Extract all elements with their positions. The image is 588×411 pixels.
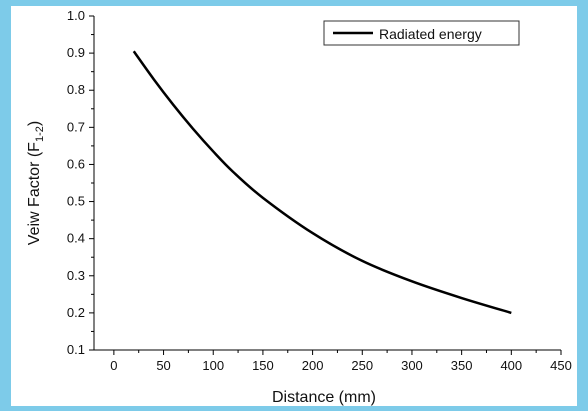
x-tick-label: 50 xyxy=(156,358,170,373)
y-axis-label-subscript: 1-2 xyxy=(34,126,46,142)
y-axis-label-main: Veiw Factor (F xyxy=(26,142,43,245)
x-tick-label: 300 xyxy=(401,358,423,373)
x-tick-label: 200 xyxy=(302,358,324,373)
x-tick-label: 0 xyxy=(110,358,117,373)
series-group xyxy=(132,50,512,315)
y-tick-label: 1.0 xyxy=(67,8,85,23)
x-tick-label: 100 xyxy=(202,358,224,373)
line-chart: 0 50 100 150 200 250 300 350 400 450 0.1 0.2 0.3 0.4 0… xyxy=(26,8,572,406)
y-tick-label: 0.7 xyxy=(67,119,85,134)
x-tick-label: 250 xyxy=(351,358,373,373)
y-tick-label: 0.3 xyxy=(67,268,85,283)
y-axis-label-close: ) xyxy=(26,121,43,126)
y-tick-label: 0.9 xyxy=(67,45,85,60)
legend: Radiated energy xyxy=(323,20,520,46)
y-tick-label: 0.8 xyxy=(67,82,85,97)
y-tick-label: 0.5 xyxy=(67,194,85,209)
y-tick-label: 0.4 xyxy=(67,231,85,246)
legend-label: Radiated energy xyxy=(379,26,482,42)
chart-frame: 0 50 100 150 200 250 300 350 400 450 0.1 0.2 0.3 0.4 0… xyxy=(11,6,577,406)
plot-area-background xyxy=(94,16,561,350)
y-tick-label: 0.1 xyxy=(67,342,85,357)
axes: 0 50 100 150 200 250 300 350 400 450 0.1 0.2 0.3 0.4 0… xyxy=(67,8,572,373)
x-tick-label: 450 xyxy=(550,358,572,373)
x-axis-label: Distance (mm) xyxy=(272,389,376,406)
y-tick-label: 0.6 xyxy=(67,156,85,171)
x-tick-label: 400 xyxy=(500,358,522,373)
x-tick-label: 150 xyxy=(252,358,274,373)
y-axis-label: Veiw Factor (F1-2) xyxy=(26,121,46,245)
y-tick-label: 0.2 xyxy=(67,305,85,320)
x-tick-label: 350 xyxy=(451,358,473,373)
series-line-radiated-energy xyxy=(132,50,512,315)
